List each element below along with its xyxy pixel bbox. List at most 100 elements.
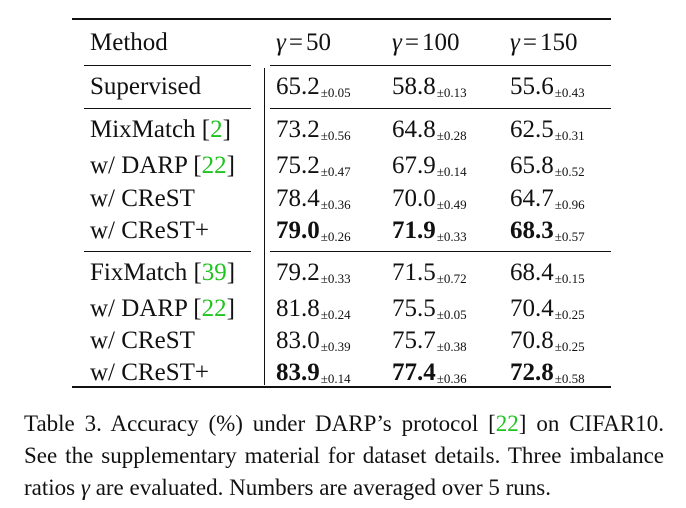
- mean-value: 70.4: [510, 295, 554, 322]
- value-cell: 68.3±0.57: [510, 214, 585, 248]
- table-row: w/ DARP [22] 81.8±0.24 75.5±0.05 70.4±0.25: [0, 292, 686, 326]
- mean-value: 68.4: [510, 259, 554, 286]
- value-cell: 71.5±0.72: [392, 256, 467, 290]
- method-label: w/ CReST: [90, 185, 195, 212]
- method-label: w/ CReST+: [90, 359, 209, 386]
- std-dev-value: ±0.14: [320, 371, 351, 386]
- std-dev-value: ±0.96: [554, 197, 585, 212]
- method-cell: FixMatch [39]: [90, 259, 236, 286]
- std-dev-value: ±0.33: [436, 229, 467, 244]
- method-cell: w/ CReST: [90, 182, 195, 216]
- citation-link[interactable]: 39: [201, 259, 227, 286]
- column-separator: [264, 68, 265, 385]
- caption-text-3: are evaluated. Numbers are averaged over…: [89, 475, 551, 500]
- method-label: w/ DARP: [90, 152, 194, 179]
- value-cell: 64.7±0.96: [510, 182, 585, 216]
- mean-value: 83.9: [276, 359, 320, 386]
- std-dev-value: ±0.05: [320, 85, 351, 100]
- method-cell: w/ CReST+: [90, 214, 209, 248]
- header-row: Method γ = 50 γ = 100 γ = 150: [0, 26, 686, 60]
- mean-value: 75.5: [392, 295, 436, 322]
- table-caption: Table 3. Accuracy (%) under DARP’s proto…: [24, 411, 664, 500]
- method-label: w/ DARP: [90, 295, 194, 322]
- mean-value: 71.5: [392, 259, 436, 286]
- header-gamma-50: γ = 50: [276, 29, 331, 56]
- value-cell: 71.9±0.33: [392, 214, 467, 248]
- table-row: w/ DARP [22] 75.2±0.47 67.9±0.14 65.8±0.52: [0, 149, 686, 183]
- value-cell: 67.9±0.14: [392, 149, 467, 183]
- value-cell: 65.2±0.05: [276, 70, 351, 104]
- value-cell: 79.0±0.26: [276, 214, 351, 248]
- table-row: Supervised 65.2±0.05 58.8±0.13 55.6±0.43: [0, 70, 686, 104]
- method-cell: w/ DARP [22]: [90, 295, 235, 322]
- table-row: w/ CReST 83.0±0.39 75.7±0.38 70.8±0.25: [0, 324, 686, 358]
- method-label: Supervised: [90, 73, 202, 100]
- value-cell: 70.8±0.25: [510, 324, 585, 358]
- table-row: FixMatch [39] 79.2±0.33 71.5±0.72 68.4±0.15: [0, 256, 686, 290]
- mean-value: 62.5: [510, 116, 554, 143]
- mean-value: 70.0: [392, 185, 436, 212]
- value-cell: 70.4±0.25: [510, 292, 585, 326]
- value-cell: 64.8±0.28: [392, 113, 467, 147]
- table-row: w/ CReST+ 83.9±0.14 77.4±0.36 72.8±0.58: [0, 356, 686, 390]
- value-cell: 65.8±0.52: [510, 149, 585, 183]
- mean-value: 73.2: [276, 116, 320, 143]
- header-gamma-100: γ = 100: [392, 29, 460, 56]
- header-rule-left: [84, 65, 251, 66]
- mean-value: 65.2: [276, 73, 320, 100]
- group-rule-right-2: [270, 251, 611, 252]
- method-label: w/ CReST: [90, 327, 195, 354]
- group-rule-left: [84, 108, 251, 109]
- method-cell: w/ CReST: [90, 324, 195, 358]
- value-cell: 83.9±0.14: [276, 356, 351, 390]
- group-rule-left-2: [84, 251, 251, 252]
- caption-gamma: γ: [80, 475, 90, 500]
- method-cell: MixMatch [2]: [90, 116, 231, 143]
- bottom-rule: [72, 386, 611, 388]
- value-cell: 81.8±0.24: [276, 292, 351, 326]
- header-rule-right: [270, 65, 611, 66]
- std-dev-value: ±0.36: [320, 197, 351, 212]
- mean-value: 83.0: [276, 327, 320, 354]
- mean-value: 67.9: [392, 152, 436, 179]
- value-cell: 73.2±0.56: [276, 113, 351, 147]
- citation-link[interactable]: 2: [210, 116, 223, 143]
- caption-citation[interactable]: 22: [495, 411, 519, 436]
- caption-text-1: Table 3. Accuracy (%) under DARP’s proto…: [24, 411, 489, 436]
- std-dev-value: ±0.47: [320, 164, 351, 179]
- caption-text-2: on CIFAR10. See the supplementary materi…: [24, 411, 664, 500]
- value-cell: 70.0±0.49: [392, 182, 467, 216]
- mean-value: 78.4: [276, 185, 320, 212]
- value-cell: 75.2±0.47: [276, 149, 351, 183]
- method-cell: w/ CReST+: [90, 356, 209, 390]
- header-gamma-150: γ = 150: [510, 29, 578, 56]
- mean-value: 64.7: [510, 185, 554, 212]
- method-cell: Supervised: [90, 70, 201, 104]
- mean-value: 79.2: [276, 259, 320, 286]
- std-dev-value: ±0.05: [436, 307, 467, 322]
- table-row: w/ CReST+ 79.0±0.26 71.9±0.33 68.3±0.57: [0, 214, 686, 248]
- std-dev-value: ±0.24: [320, 307, 351, 322]
- std-dev-value: ±0.14: [436, 164, 467, 179]
- value-cell: 77.4±0.36: [392, 356, 467, 390]
- method-cell: w/ DARP [22]: [90, 152, 235, 179]
- std-dev-value: ±0.72: [436, 271, 467, 286]
- mean-value: 81.8: [276, 295, 320, 322]
- value-cell: 83.0±0.39: [276, 324, 351, 358]
- group-rule-right: [270, 108, 611, 109]
- value-cell: 78.4±0.36: [276, 182, 351, 216]
- std-dev-value: ±0.33: [320, 271, 351, 286]
- value-cell: 68.4±0.15: [510, 256, 585, 290]
- value-cell: 62.5±0.31: [510, 113, 585, 147]
- mean-value: 55.6: [510, 73, 554, 100]
- citation-link[interactable]: 22: [201, 295, 227, 322]
- value-cell: 75.5±0.05: [392, 292, 467, 326]
- mean-value: 65.8: [510, 152, 554, 179]
- citation-link[interactable]: 22: [201, 152, 227, 179]
- method-label: FixMatch: [90, 259, 194, 286]
- header-method: Method: [90, 29, 168, 56]
- mean-value: 77.4: [392, 359, 436, 386]
- std-dev-value: ±0.15: [554, 271, 585, 286]
- method-label: w/ CReST+: [90, 217, 209, 244]
- mean-value: 71.9: [392, 217, 436, 244]
